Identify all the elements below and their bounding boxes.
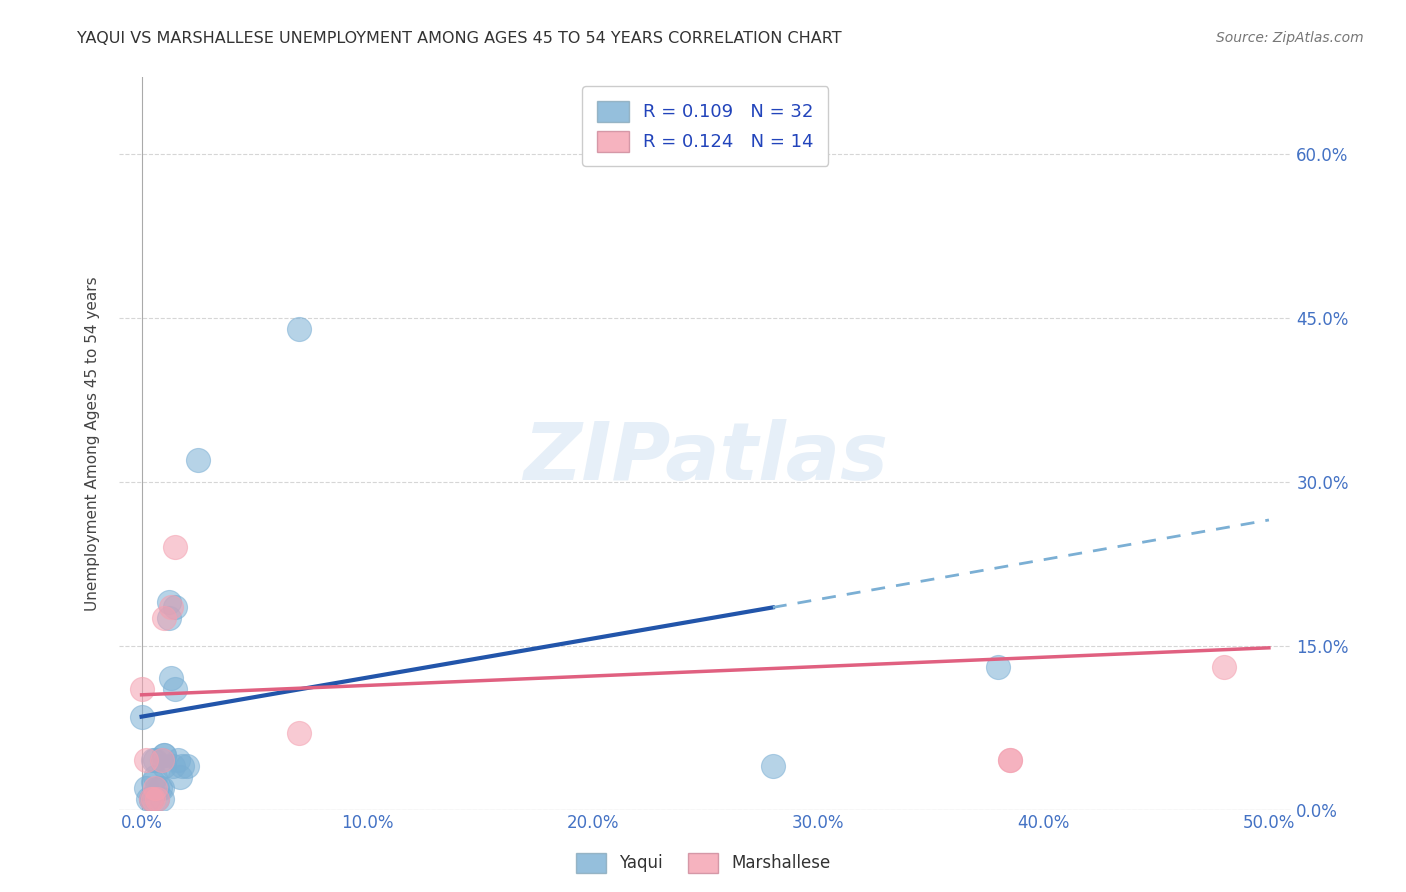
Point <box>146 791 169 805</box>
Point <box>149 780 172 795</box>
Point <box>131 709 153 723</box>
Point <box>150 753 173 767</box>
Point <box>187 453 209 467</box>
Point <box>143 770 166 784</box>
Point <box>135 753 157 767</box>
Point <box>139 791 162 805</box>
Point <box>153 747 176 762</box>
Point <box>162 759 184 773</box>
Legend: R = 0.109   N = 32, R = 0.124   N = 14: R = 0.109 N = 32, R = 0.124 N = 14 <box>582 87 828 166</box>
Point <box>135 780 157 795</box>
Text: YAQUI VS MARSHALLESE UNEMPLOYMENT AMONG AGES 45 TO 54 YEARS CORRELATION CHART: YAQUI VS MARSHALLESE UNEMPLOYMENT AMONG … <box>77 31 842 46</box>
Point <box>1212 660 1234 674</box>
Point <box>146 791 169 805</box>
Point <box>142 775 165 789</box>
Point <box>157 611 180 625</box>
Point <box>142 753 165 767</box>
Point <box>153 759 176 773</box>
Text: ZIPatlas: ZIPatlas <box>523 419 887 497</box>
Point <box>131 682 153 697</box>
Point <box>150 791 173 805</box>
Legend: Yaqui, Marshallese: Yaqui, Marshallese <box>569 847 837 880</box>
Point <box>172 759 194 773</box>
Point <box>150 780 173 795</box>
Point <box>165 541 187 555</box>
Point <box>143 780 166 795</box>
Point <box>288 322 311 336</box>
Point <box>138 791 160 805</box>
Point <box>142 791 165 805</box>
Point <box>165 682 187 697</box>
Point <box>987 660 1010 674</box>
Point <box>146 780 169 795</box>
Point <box>143 753 166 767</box>
Point <box>169 770 191 784</box>
Point <box>160 600 183 615</box>
Point <box>288 726 311 740</box>
Point <box>150 753 173 767</box>
Y-axis label: Unemployment Among Ages 45 to 54 years: Unemployment Among Ages 45 to 54 years <box>86 277 100 611</box>
Point <box>165 600 187 615</box>
Point <box>998 753 1021 767</box>
Point <box>160 672 183 686</box>
Point <box>139 791 162 805</box>
Point <box>157 595 180 609</box>
Text: Source: ZipAtlas.com: Source: ZipAtlas.com <box>1216 31 1364 45</box>
Point <box>139 791 162 805</box>
Point <box>176 759 198 773</box>
Point <box>762 759 785 773</box>
Point <box>998 753 1021 767</box>
Point <box>153 747 176 762</box>
Point <box>153 611 176 625</box>
Point <box>166 753 188 767</box>
